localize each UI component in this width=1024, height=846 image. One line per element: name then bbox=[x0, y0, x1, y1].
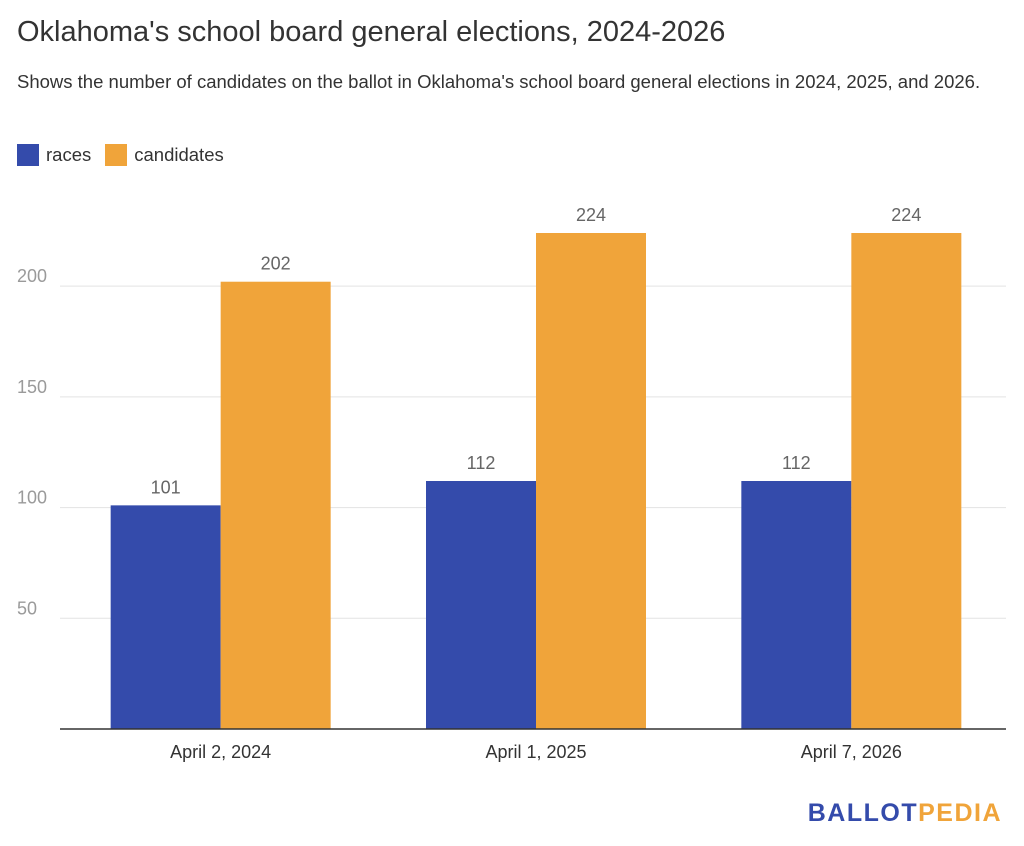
logo-text-pedia: PEDIA bbox=[918, 799, 1002, 827]
bar-candidates bbox=[536, 233, 646, 729]
y-tick-label: 200 bbox=[17, 266, 47, 286]
x-tick-label: April 7, 2026 bbox=[801, 742, 902, 762]
logo-text-ballot: BALLOT bbox=[807, 799, 919, 827]
y-tick-label: 150 bbox=[17, 377, 47, 397]
bar-candidates bbox=[851, 233, 962, 729]
bar-races bbox=[110, 505, 221, 729]
data-label: 112 bbox=[467, 453, 496, 473]
legend-swatch-candidates bbox=[105, 144, 128, 166]
data-label: 224 bbox=[891, 205, 921, 225]
y-tick-label: 50 bbox=[17, 598, 37, 618]
chart-subtitle: Shows the number of candidates on the ba… bbox=[17, 71, 981, 92]
data-label: 101 bbox=[151, 477, 181, 497]
data-label: 224 bbox=[576, 205, 606, 225]
chart-legend: races candidates bbox=[17, 144, 238, 166]
chart-title: Oklahoma's school board general election… bbox=[17, 16, 726, 48]
legend-swatch-races bbox=[17, 144, 39, 166]
x-tick-label: April 1, 2025 bbox=[485, 742, 586, 762]
bar-races bbox=[426, 481, 536, 729]
y-tick-label: 100 bbox=[17, 488, 47, 508]
legend-label-candidates: candidates bbox=[134, 144, 224, 165]
ballotpedia-logo: BALLOTPEDIA bbox=[808, 799, 1002, 828]
bar-candidates bbox=[220, 281, 331, 729]
data-label: 202 bbox=[261, 254, 291, 274]
legend-item-races: races bbox=[17, 144, 91, 166]
data-label: 112 bbox=[782, 453, 811, 473]
x-tick-label: April 2, 2024 bbox=[170, 742, 271, 762]
bar-races bbox=[741, 481, 852, 729]
legend-label-races: races bbox=[46, 144, 92, 165]
legend-item-candidates: candidates bbox=[105, 144, 224, 166]
